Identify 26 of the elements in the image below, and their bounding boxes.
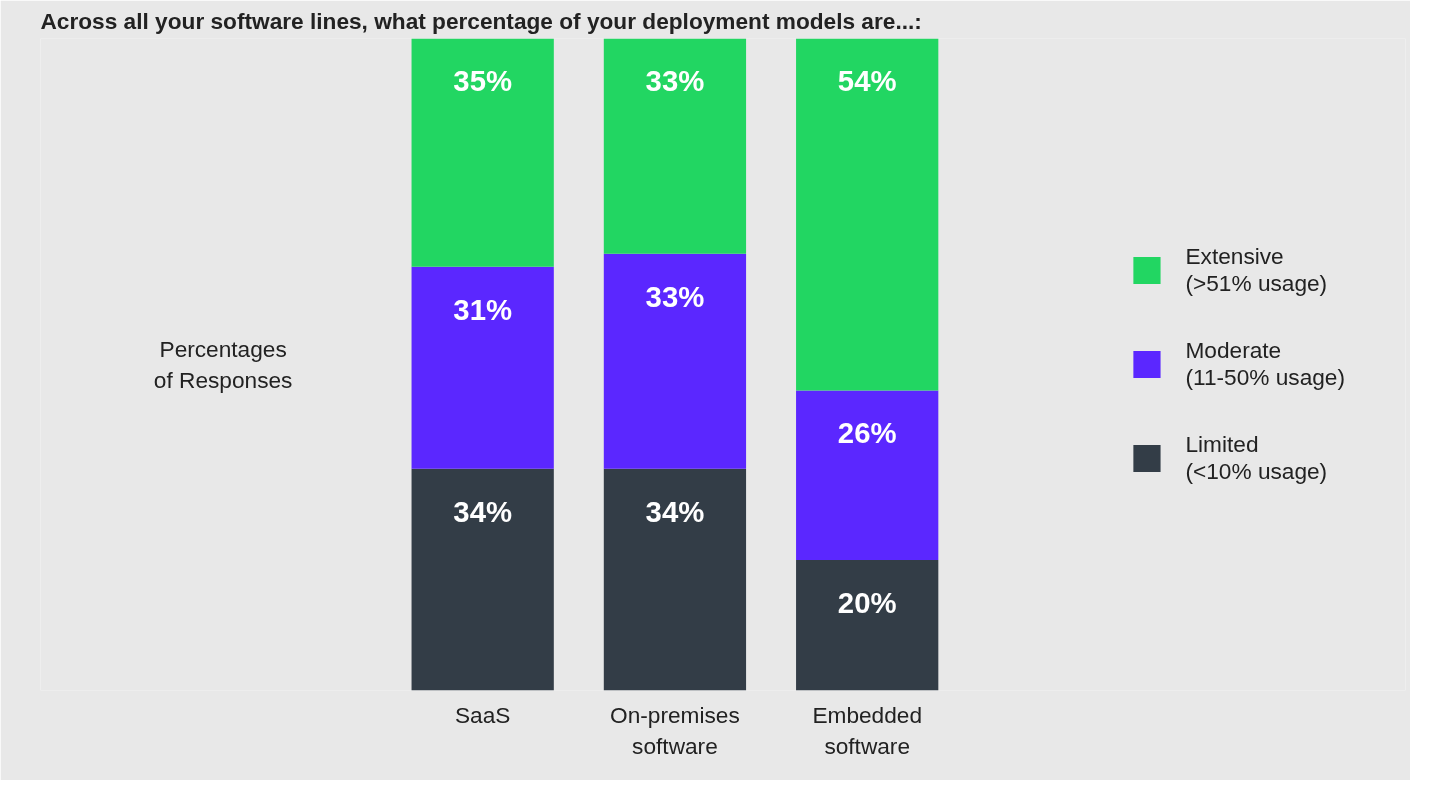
legend-label: Limited (<10% usage) — [1185, 431, 1328, 485]
data-label: 34% — [453, 494, 513, 528]
bar — [603, 468, 747, 691]
x-tick-label: SaaS — [454, 701, 511, 728]
data-label: 31% — [453, 292, 513, 326]
bar — [796, 560, 939, 691]
legend-label: Extensive (>51% usage) — [1185, 243, 1328, 297]
chart-title: Across all your software lines, what percentage of your deployment models are...: — [40, 7, 922, 34]
bar — [411, 468, 554, 691]
data-label: 54% — [837, 64, 897, 98]
bar — [796, 38, 939, 391]
bar — [411, 266, 554, 469]
bar — [603, 253, 747, 469]
data-label: 20% — [837, 585, 897, 619]
y-axis-title: Percentages of Responses — [153, 335, 293, 394]
bar — [796, 390, 939, 561]
x-tick-label: Embedded software — [812, 701, 922, 759]
bar — [411, 38, 554, 267]
data-label: 34% — [645, 494, 705, 528]
data-label: 35% — [453, 64, 513, 98]
legend-label: Moderate (11-50% usage) — [1185, 337, 1345, 391]
data-label: 26% — [837, 416, 897, 450]
data-label: 33% — [645, 64, 705, 98]
bar — [603, 38, 747, 254]
x-tick-label: On-premises software — [610, 701, 740, 759]
data-label: 33% — [645, 279, 705, 313]
